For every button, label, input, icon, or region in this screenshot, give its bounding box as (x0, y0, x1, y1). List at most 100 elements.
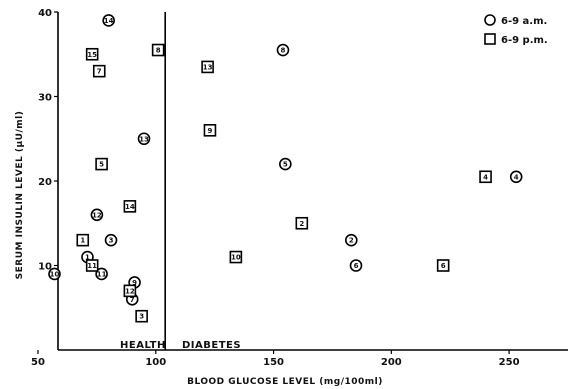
legend: 6-9 a.m. 6-9 p.m. (484, 14, 548, 46)
circle-marker (102, 14, 115, 27)
point-label: 7 (130, 296, 135, 304)
am-point: 8 (276, 43, 290, 57)
legend-square-icon (484, 33, 496, 45)
point-label: 11 (87, 262, 97, 270)
square-marker (85, 47, 99, 61)
square-marker (123, 284, 137, 298)
point-label: 4 (514, 173, 519, 181)
am-point: 2 (344, 233, 358, 247)
y-tick-label: 30 (38, 93, 52, 104)
square-marker (92, 64, 106, 78)
am-point: 11 (95, 267, 108, 281)
square-marker (123, 200, 137, 213)
x-tick-label: 50 (31, 357, 45, 368)
point-label: 3 (109, 237, 114, 245)
pm-point: 8 (151, 43, 165, 57)
legend-circle-icon (484, 14, 496, 26)
circle-marker (509, 170, 523, 184)
pm-point: 4 (479, 170, 492, 184)
am-point: 10 (48, 267, 61, 281)
point-label: 10 (231, 254, 241, 262)
point-label: 14 (104, 17, 114, 25)
point-label: 6 (441, 262, 446, 270)
point-label: 3 (139, 313, 144, 321)
x-tick-label: 150 (263, 357, 284, 368)
point-label: 9 (208, 127, 213, 135)
square-marker (151, 43, 165, 57)
x-tick-label: 250 (499, 357, 520, 368)
region-label-health: HEALTH (120, 340, 166, 351)
point-label: 8 (281, 47, 286, 55)
y-tick-label: 20 (38, 177, 52, 188)
y-axis-ticks: 10 20 30 40 (38, 8, 58, 273)
point-label: 10 (50, 270, 60, 278)
square-marker (85, 259, 99, 272)
point-label: 15 (87, 51, 97, 59)
am-point: 3 (104, 233, 118, 247)
am-point: 12 (90, 208, 104, 222)
square-marker (95, 157, 108, 171)
point-label: 13 (139, 135, 149, 143)
circle-marker (104, 233, 118, 247)
pm-point: 9 (203, 124, 217, 137)
point-label: 12 (125, 287, 135, 295)
square-marker (135, 309, 148, 323)
point-label: 6 (354, 262, 359, 270)
point-label: 7 (97, 68, 102, 76)
square-marker (479, 170, 492, 184)
point-label: 9 (132, 279, 137, 287)
pm-point: 1 (76, 233, 90, 247)
circle-marker (48, 267, 61, 281)
point-label: 12 (92, 211, 102, 219)
y-tick-label: 40 (38, 8, 52, 19)
pm-point: 13 (201, 60, 214, 74)
point-label: 11 (97, 270, 107, 278)
circle-marker (344, 233, 358, 247)
circle-marker (276, 43, 290, 57)
x-tick-label: 200 (381, 357, 402, 368)
pm-point: 12 (123, 284, 137, 298)
am-point: 13 (137, 132, 151, 146)
square-marker (76, 233, 90, 247)
circle-marker (279, 157, 292, 171)
x-axis-ticks: 50 100 150 200 250 (31, 350, 520, 368)
y-axis-title: SERUM INSULIN LEVEL (μU/ml) (15, 111, 25, 280)
am-point: 14 (102, 14, 115, 27)
circle-marker (137, 132, 151, 146)
x-axis-title: BLOOD GLUCOSE LEVEL (mg/100ml) (187, 377, 383, 387)
am-point: 4 (509, 170, 523, 184)
square-marker (295, 216, 309, 230)
pm-point: 6 (436, 259, 450, 272)
point-label: 2 (299, 220, 304, 228)
point-label: 13 (203, 63, 213, 71)
circle-marker (349, 259, 363, 272)
point-label: 4 (483, 173, 488, 181)
am-point: 5 (279, 157, 292, 171)
legend-label-pm: 6-9 p.m. (501, 35, 548, 46)
pm-point: 15 (85, 47, 99, 61)
point-label: 1 (85, 254, 90, 262)
pm-point: 5 (95, 157, 108, 171)
pm-point: 2 (295, 216, 309, 230)
point-label: 5 (283, 161, 288, 169)
square-marker (201, 60, 214, 74)
circle-marker (95, 267, 108, 281)
point-label: 8 (156, 47, 161, 55)
pm-point: 11 (85, 259, 99, 272)
pm-point: 10 (229, 250, 243, 264)
square-marker (203, 124, 217, 137)
pm-point: 7 (92, 64, 106, 78)
legend-label-am: 6-9 a.m. (501, 16, 547, 27)
point-label: 1 (80, 237, 85, 245)
x-tick-label: 100 (145, 357, 166, 368)
square-marker (229, 250, 243, 264)
region-label-diabetes: DIABETES (182, 340, 241, 351)
pm-point: 3 (135, 309, 148, 323)
point-label: 14 (125, 203, 135, 211)
point-label: 2 (349, 237, 354, 245)
circle-marker (90, 208, 104, 222)
point-label: 5 (99, 161, 104, 169)
am-point: 6 (349, 259, 363, 272)
